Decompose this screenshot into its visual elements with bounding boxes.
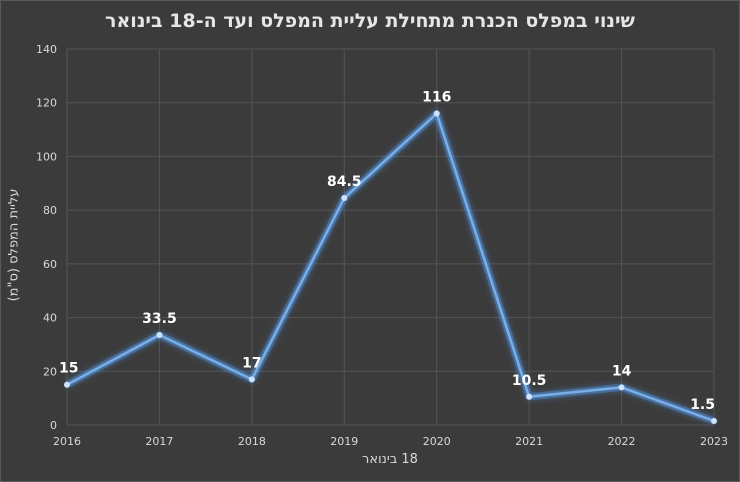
data-point xyxy=(711,417,717,424)
data-point xyxy=(248,376,255,383)
data-point xyxy=(526,393,533,400)
x-axis-label: 18 בינואר xyxy=(362,452,418,467)
data-label: 10.5 xyxy=(512,373,547,389)
data-label: 15 xyxy=(59,361,78,377)
data-label: 33.5 xyxy=(142,311,177,327)
x-tick-label: 2016 xyxy=(53,435,81,448)
x-tick-label: 2017 xyxy=(145,435,173,448)
y-tick-label: 80 xyxy=(43,204,57,217)
data-point xyxy=(64,381,70,388)
x-tick-label: 2019 xyxy=(330,435,358,448)
y-tick-label: 0 xyxy=(50,419,57,432)
series-path xyxy=(66,112,715,423)
data-labels: 15 33.5 17 84.5 116 10.5 14 1.5 xyxy=(59,89,715,413)
data-points xyxy=(64,110,717,424)
data-point xyxy=(156,332,163,339)
x-tick-label: 2021 xyxy=(515,435,543,448)
y-tick-label: 100 xyxy=(36,150,57,163)
series-line xyxy=(65,109,716,425)
y-tick-label: 60 xyxy=(43,258,57,271)
data-label: 84.5 xyxy=(327,174,362,190)
y-tick-label: 140 xyxy=(36,43,57,56)
y-tick-label: 120 xyxy=(36,97,57,110)
data-label: 14 xyxy=(612,363,632,379)
data-label: 17 xyxy=(242,355,261,371)
data-point xyxy=(433,110,440,117)
data-label: 1.5 xyxy=(690,397,715,413)
x-tick-label: 2022 xyxy=(608,435,636,448)
chart-title: שינוי במפלס הכנרת מתחילת עליית המפלס ועד… xyxy=(105,10,635,32)
data-label: 116 xyxy=(422,89,451,105)
y-axis-ticks: 0 20 40 60 80 100 120 140 xyxy=(36,43,57,432)
gridlines xyxy=(66,48,715,426)
data-point xyxy=(341,195,348,202)
x-tick-label: 2018 xyxy=(238,435,266,448)
y-tick-label: 20 xyxy=(43,365,57,378)
y-tick-label: 40 xyxy=(43,312,57,325)
x-tick-label: 2020 xyxy=(423,435,451,448)
x-axis-ticks: 2016 2017 2018 2019 2020 2021 2022 2023 xyxy=(53,435,728,448)
data-point xyxy=(618,384,625,391)
x-tick-label: 2023 xyxy=(700,435,728,448)
